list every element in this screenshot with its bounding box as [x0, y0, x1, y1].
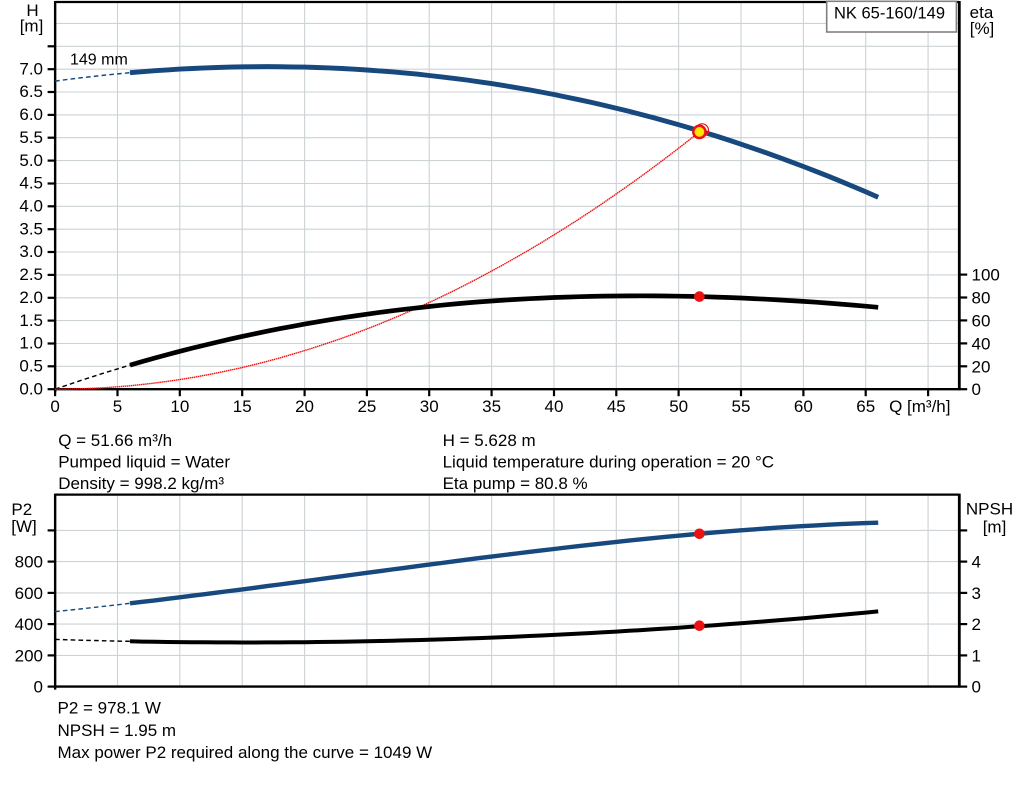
svg-text:149 mm: 149 mm — [70, 51, 128, 68]
svg-text:2: 2 — [972, 615, 981, 634]
svg-text:5.5: 5.5 — [19, 128, 43, 147]
svg-text:0: 0 — [972, 380, 981, 399]
svg-text:0.5: 0.5 — [19, 357, 43, 376]
svg-text:60: 60 — [972, 311, 991, 330]
svg-text:7.0: 7.0 — [19, 59, 43, 78]
svg-text:65: 65 — [856, 397, 875, 416]
svg-text:2.0: 2.0 — [19, 288, 43, 307]
svg-text:3.5: 3.5 — [19, 219, 43, 238]
svg-text:Q [m³/h]: Q [m³/h] — [889, 397, 950, 416]
svg-text:H = 5.628 m: H = 5.628 m — [443, 431, 536, 450]
svg-text:6.0: 6.0 — [19, 105, 43, 124]
svg-text:3: 3 — [972, 584, 981, 603]
svg-text:1.0: 1.0 — [19, 334, 43, 353]
svg-text:40: 40 — [972, 334, 991, 353]
svg-text:5.0: 5.0 — [19, 151, 43, 170]
svg-text:15: 15 — [233, 397, 252, 416]
svg-text:H: H — [26, 1, 38, 20]
svg-text:30: 30 — [420, 397, 439, 416]
svg-text:3.0: 3.0 — [19, 242, 43, 261]
svg-text:50: 50 — [669, 397, 688, 416]
svg-text:45: 45 — [607, 397, 626, 416]
svg-text:1: 1 — [972, 646, 981, 665]
svg-text:80: 80 — [972, 289, 991, 308]
svg-text:40: 40 — [544, 397, 563, 416]
svg-text:Eta pump = 80.8 %: Eta pump = 80.8 % — [443, 474, 588, 493]
svg-text:Max power P2 required along th: Max power P2 required along the curve = … — [58, 743, 433, 762]
svg-text:60: 60 — [794, 397, 813, 416]
svg-text:Density = 998.2 kg/m³: Density = 998.2 kg/m³ — [58, 474, 224, 493]
svg-text:800: 800 — [15, 553, 43, 572]
svg-text:5: 5 — [113, 397, 122, 416]
svg-text:6.5: 6.5 — [19, 82, 43, 101]
svg-text:0.0: 0.0 — [19, 379, 43, 398]
svg-text:[m]: [m] — [983, 518, 1007, 537]
svg-text:200: 200 — [15, 646, 43, 665]
svg-text:10: 10 — [170, 397, 189, 416]
svg-text:25: 25 — [357, 397, 376, 416]
svg-text:[m]: [m] — [20, 17, 44, 36]
svg-text:2.5: 2.5 — [19, 265, 43, 284]
svg-text:4.5: 4.5 — [19, 174, 43, 193]
svg-text:4: 4 — [972, 553, 981, 572]
svg-text:0: 0 — [34, 678, 43, 697]
svg-text:0: 0 — [50, 397, 59, 416]
svg-text:P2: P2 — [11, 500, 32, 519]
svg-text:4.0: 4.0 — [19, 197, 43, 216]
svg-text:NPSH: NPSH — [966, 500, 1013, 519]
svg-text:55: 55 — [732, 397, 751, 416]
svg-text:[%]: [%] — [970, 19, 995, 38]
svg-text:[W]: [W] — [11, 517, 37, 536]
svg-text:P2 = 978.1 W: P2 = 978.1 W — [58, 699, 161, 718]
svg-text:600: 600 — [15, 584, 43, 603]
svg-text:20: 20 — [972, 357, 991, 376]
svg-text:1.5: 1.5 — [19, 311, 43, 330]
svg-text:0: 0 — [972, 678, 981, 697]
svg-text:Pumped liquid = Water: Pumped liquid = Water — [58, 452, 230, 471]
svg-text:NPSH = 1.95 m: NPSH = 1.95 m — [58, 721, 177, 740]
svg-text:20: 20 — [295, 397, 314, 416]
svg-text:100: 100 — [972, 266, 1000, 285]
svg-text:NK 65-160/149: NK 65-160/149 — [834, 4, 945, 22]
svg-text:Q = 51.66 m³/h: Q = 51.66 m³/h — [58, 431, 172, 450]
svg-text:Liquid temperature during oper: Liquid temperature during operation = 20… — [443, 452, 774, 471]
svg-text:400: 400 — [15, 615, 43, 634]
svg-text:eta: eta — [970, 3, 994, 22]
svg-text:35: 35 — [482, 397, 501, 416]
